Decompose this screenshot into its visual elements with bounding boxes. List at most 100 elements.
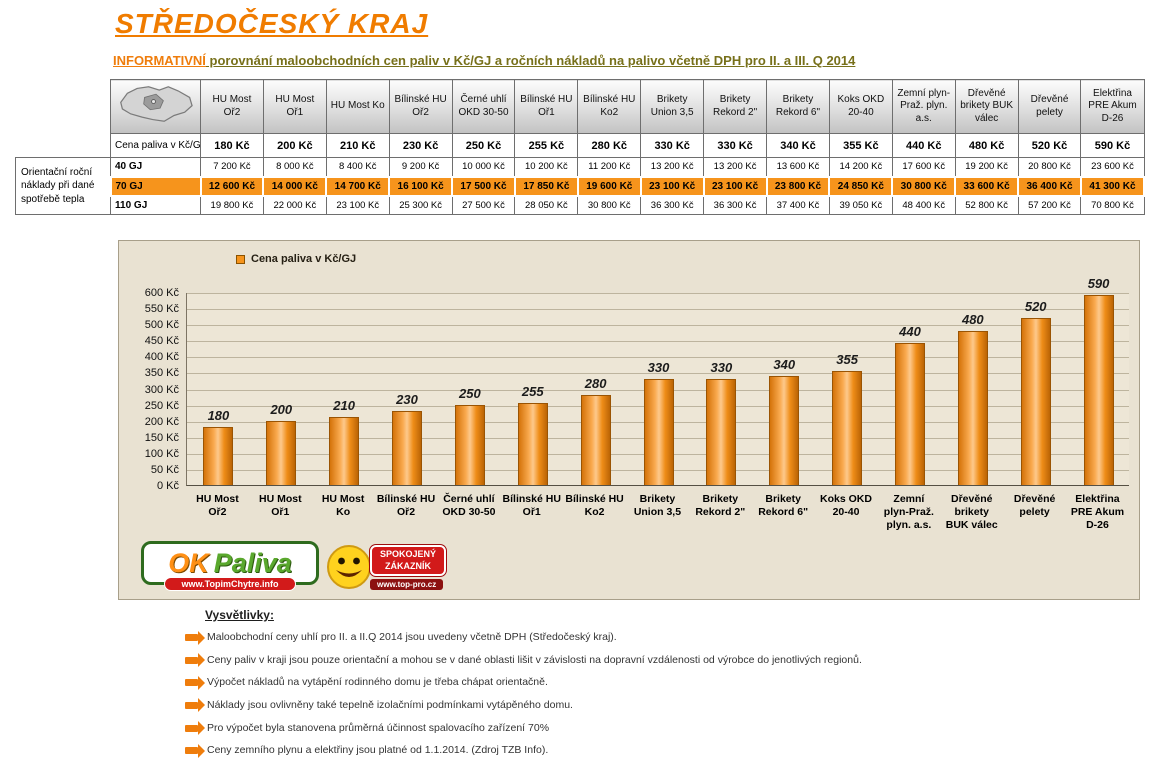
bar-value-label: 520 xyxy=(1024,298,1047,314)
note-item: Maloobchodní ceny uhlí pro II. a II.Q 20… xyxy=(185,630,1130,645)
spacer-cell xyxy=(16,80,111,134)
right-arrow-icon xyxy=(185,743,205,758)
y-axis-tick-label: 250 Kč xyxy=(144,399,179,412)
bar-12 xyxy=(957,330,988,485)
bar-3 xyxy=(392,411,423,485)
consumption-row-label: 110 GJ xyxy=(110,195,201,215)
gridline xyxy=(187,293,1129,294)
fuel-price-cell: 340 Kč xyxy=(766,133,830,158)
annual-cost-cell: 19 800 Kč xyxy=(200,195,264,215)
x-axis-category-label: Dřevěné brikety BUK válec xyxy=(945,493,998,532)
annual-cost-cell: 24 850 Kč xyxy=(828,175,894,197)
fuel-column-header: Brikety Union 3,5 xyxy=(640,79,705,134)
annual-cost-cell: 23 600 Kč xyxy=(1080,157,1145,177)
bar-13 xyxy=(1020,317,1051,485)
annual-cost-cell: 52 800 Kč xyxy=(954,195,1019,215)
annual-cost-cell: 36 300 Kč xyxy=(640,195,705,215)
legend-label: Cena paliva v Kč/GJ xyxy=(251,253,357,265)
fuel-price-cell: 230 Kč xyxy=(388,133,453,158)
annual-cost-cell: 41 300 Kč xyxy=(1079,175,1146,197)
spokojeny-zakaznik-logo: SPOKOJENÝ ZÁKAZNÍK www.top-pro.cz xyxy=(326,542,486,596)
bar-8 xyxy=(706,378,737,485)
subtitle-highlight: INFORMATIVNÍ xyxy=(113,53,206,68)
annual-cost-cell: 27 500 Kč xyxy=(451,195,516,215)
ok-paliva-logo: OK Paliva www.TopimChytre.info xyxy=(141,541,319,591)
annual-cost-cell: 70 800 Kč xyxy=(1080,195,1145,215)
bar-14 xyxy=(1083,295,1114,485)
x-axis-category-label: Brikety Rekord 2" xyxy=(695,493,746,519)
bar-4 xyxy=(454,404,485,485)
annual-cost-cell: 7 200 Kč xyxy=(200,157,264,177)
table-side-label: Orientační roční náklady při dané spotře… xyxy=(15,157,111,215)
x-axis-category-label: HU Most Ko xyxy=(321,493,365,519)
gridline xyxy=(187,341,1129,343)
x-axis-category-label: Černé uhlí OKD 30-50 xyxy=(442,493,496,519)
price-row: Cena paliva v Kč/GJ 180 Kč 200 Kč 210 Kč 23… xyxy=(16,133,1145,158)
right-arrow-icon xyxy=(185,698,205,713)
fuel-column-header: HU Most Ko xyxy=(325,79,390,134)
consumption-row-label: 70 GJ xyxy=(109,175,202,197)
fuel-price-cell: 255 Kč xyxy=(514,133,579,158)
bar-value-label: 330 xyxy=(647,359,670,375)
bar-value-label: 180 xyxy=(207,408,230,424)
y-axis-tick-label: 50 Kč xyxy=(150,463,179,476)
bar-11 xyxy=(894,343,925,485)
fuel-price-cell: 590 Kč xyxy=(1080,133,1145,158)
annual-cost-cell: 30 800 Kč xyxy=(891,175,957,197)
annual-cost-cell: 17 500 Kč xyxy=(451,175,516,197)
bar-value-label: 590 xyxy=(1087,276,1110,292)
bar-9 xyxy=(769,375,800,485)
subtitle-text: porovnání maloobchodních cen paliv v Kč/… xyxy=(205,53,856,68)
bar-value-label: 210 xyxy=(333,398,355,414)
annual-cost-cell: 23 100 Kč xyxy=(702,175,768,197)
cost-row-70-gj: 70 GJ 12 600 Kč 14 000 Kč 14 700 Kč 16 100 K… xyxy=(16,175,1146,197)
x-axis-category-label: Brikety Union 3,5 xyxy=(633,493,682,519)
annual-cost-cell: 14 200 Kč xyxy=(828,157,893,177)
fuel-price-cell: 330 Kč xyxy=(703,133,768,158)
gridline xyxy=(187,309,1129,311)
gridline xyxy=(187,357,1129,359)
fuel-column-header: Koks OKD 20-40 xyxy=(828,79,893,134)
annual-cost-cell: 14 700 Kč xyxy=(325,175,391,197)
page-subtitle: INFORMATIVNÍ porovnání maloobchodních ce… xyxy=(113,53,855,68)
annual-cost-cell: 14 000 Kč xyxy=(262,175,328,197)
x-axis-category-label: Koks OKD 20-40 xyxy=(820,493,872,519)
fuel-price-cell: 480 Kč xyxy=(954,133,1019,158)
annual-cost-cell: 25 300 Kč xyxy=(388,195,453,215)
fuel-price-cell: 200 Kč xyxy=(262,133,327,158)
chart-legend: Cena paliva v Kč/GJ xyxy=(236,253,356,265)
fuel-price-table: HU Most Oř2 HU Most Oř1 HU Most Ko Bílinské… xyxy=(15,79,1146,215)
satisfied-customer-badge: SPOKOJENÝ ZÁKAZNÍK xyxy=(370,545,447,577)
fuel-column-header: Brikety Rekord 6" xyxy=(766,79,830,134)
y-axis-tick-label: 450 Kč xyxy=(144,335,179,348)
right-arrow-icon xyxy=(185,721,205,736)
annual-cost-cell: 19 200 Kč xyxy=(954,157,1019,177)
note-text: Náklady jsou ovlivněny také tepelně izol… xyxy=(207,698,573,711)
x-axis-category-label: Bílinské HU Oř1 xyxy=(502,493,561,519)
note-item: Ceny paliv v kraji jsou pouze orientační… xyxy=(185,653,1130,668)
y-axis-tick-label: 300 Kč xyxy=(144,383,179,396)
czech-republic-map-icon xyxy=(119,86,193,123)
map-cell xyxy=(110,79,201,134)
note-text: Pro výpočet byla stanovena průměrná účin… xyxy=(207,721,550,734)
annual-cost-cell: 10 200 Kč xyxy=(514,157,579,177)
notes-heading: Vysvětlivky: xyxy=(205,608,274,622)
fuel-price-cell: 355 Kč xyxy=(828,133,893,158)
annual-cost-cell: 20 800 Kč xyxy=(1017,157,1082,177)
price-chart-panel: Cena paliva v Kč/GJ 0 Kč 50 Kč 100 Kč 150 K… xyxy=(118,240,1140,600)
fuel-price-cell: 180 Kč xyxy=(200,133,264,158)
annual-cost-cell: 22 000 Kč xyxy=(262,195,327,215)
note-text: Ceny paliv v kraji jsou pouze orientační… xyxy=(207,653,862,666)
fuel-price-cell: 210 Kč xyxy=(325,133,390,158)
cost-row-110-gj: 110 GJ 19 800 Kč 22 000 Kč 23 100 Kč 25 300 … xyxy=(16,195,1145,215)
plot-area: 180 200 210 230 250 255 280 330 330 340 355 440 480 5… xyxy=(186,276,1129,486)
x-axis-category-label: Brikety Rekord 6" xyxy=(758,493,809,519)
smiley-face-icon xyxy=(327,545,371,589)
annual-cost-cell: 9 200 Kč xyxy=(388,157,453,177)
annual-cost-cell: 8 400 Kč xyxy=(325,157,390,177)
y-axis-tick-label: 100 Kč xyxy=(144,447,179,460)
annual-cost-cell: 8 000 Kč xyxy=(262,157,327,177)
price-row-label: Cena paliva v Kč/GJ xyxy=(110,133,201,158)
badge-line1: SPOKOJENÝ xyxy=(380,549,437,559)
